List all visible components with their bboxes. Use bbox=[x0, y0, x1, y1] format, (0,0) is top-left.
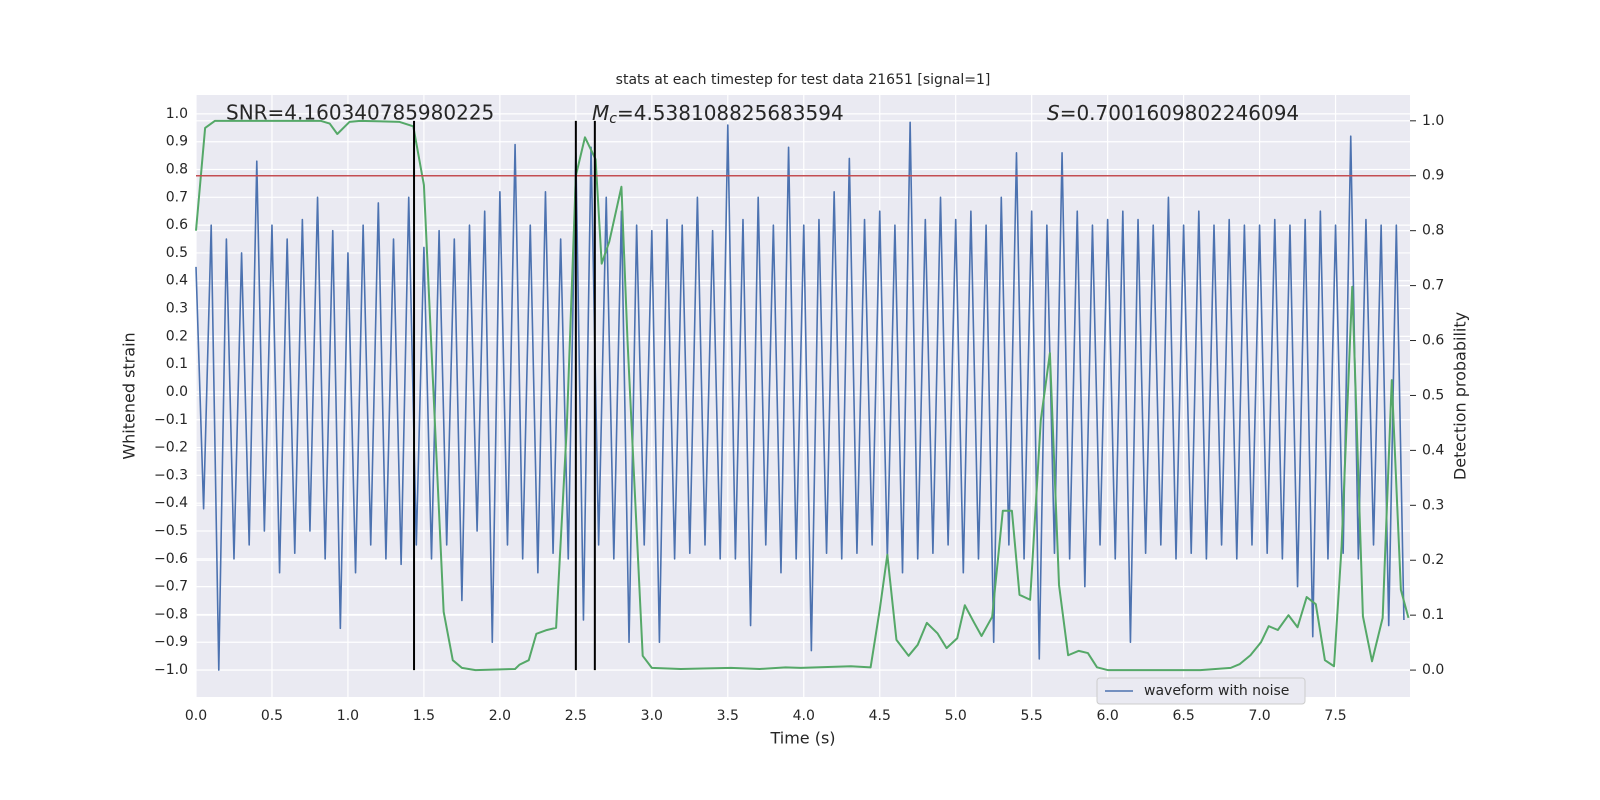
y-tick-label: 0.3 bbox=[166, 301, 188, 317]
legend-box bbox=[1096, 677, 1306, 705]
y-tick-label: −0.2 bbox=[154, 440, 188, 456]
x-tick-label: 1.0 bbox=[337, 708, 359, 724]
marks bbox=[195, 119, 1410, 672]
series-line bbox=[195, 121, 1405, 671]
y2-tick-label: 0.7 bbox=[1422, 278, 1444, 294]
y2-tick-label: 0.6 bbox=[1422, 333, 1444, 349]
annotation: S=0.7001609802246094 bbox=[1047, 101, 1299, 125]
y-tick-label: 0.9 bbox=[166, 134, 188, 150]
x-tick-label: 6.0 bbox=[1097, 708, 1119, 724]
y-tick-label: −0.7 bbox=[154, 579, 188, 595]
y-tick-label: −0.3 bbox=[154, 467, 188, 483]
x-tick-label: 6.5 bbox=[1172, 708, 1194, 724]
x-tick-label: 2.5 bbox=[565, 708, 587, 724]
y2-axis-label: Detection probability bbox=[1451, 312, 1470, 480]
y2-tick-label: 0.1 bbox=[1422, 607, 1444, 623]
y2-tick-label: 0.5 bbox=[1422, 387, 1444, 403]
y-tick-label: −0.4 bbox=[154, 495, 188, 511]
chart-title: stats at each timestep for test data 216… bbox=[616, 72, 991, 88]
y-tick-label: −0.5 bbox=[154, 523, 188, 539]
x-tick-label: 4.5 bbox=[869, 708, 891, 724]
annotation-text: =0.7001609802246094 bbox=[1060, 101, 1299, 125]
y-tick-label: −0.8 bbox=[154, 606, 188, 622]
y2-tick-label: 0.3 bbox=[1422, 497, 1444, 513]
y-tick-label: 0.2 bbox=[166, 328, 188, 344]
annotation-symbol: S bbox=[1047, 101, 1060, 125]
y-tick-label: −0.9 bbox=[154, 634, 188, 650]
x-tick-label: 7.5 bbox=[1324, 708, 1346, 724]
annotation-symbol: M bbox=[592, 101, 609, 125]
annotation-text: =4.538108825683594 bbox=[617, 101, 844, 125]
x-tick-label: 0.5 bbox=[261, 708, 283, 724]
annotation: Mc=4.538108825683594 bbox=[592, 101, 844, 128]
x-tick-label: 1.5 bbox=[413, 708, 435, 724]
x-tick-label: 3.5 bbox=[717, 708, 739, 724]
x-tick-label: 2.0 bbox=[489, 708, 511, 724]
y-tick-label: 0.7 bbox=[166, 189, 188, 205]
y-tick-label: −0.1 bbox=[154, 412, 188, 428]
y2-tick-label: 0.0 bbox=[1422, 662, 1444, 678]
y-tick-label: 0.1 bbox=[166, 356, 188, 372]
y-tick-label: −1.0 bbox=[154, 662, 188, 678]
legend-label: waveform with noise bbox=[1144, 683, 1289, 699]
grid bbox=[195, 95, 1410, 697]
y-tick-label: 0.8 bbox=[166, 162, 188, 178]
annotation: SNR=4.160340785980225 bbox=[226, 101, 494, 125]
y2-tick-label: 0.4 bbox=[1422, 442, 1444, 458]
y2-tick-label: 1.0 bbox=[1422, 113, 1444, 129]
y-tick-label: −0.6 bbox=[154, 551, 188, 567]
y-tick-label: 0.6 bbox=[166, 217, 188, 233]
y-tick-label: 1.0 bbox=[166, 106, 188, 122]
legend: waveform with noise bbox=[1096, 677, 1306, 705]
y-tick-label: 0.0 bbox=[166, 384, 188, 400]
x-tick-label: 0.0 bbox=[185, 708, 207, 724]
x-tick-label: 4.0 bbox=[793, 708, 815, 724]
y2-tick-label: 0.2 bbox=[1422, 552, 1444, 568]
series-line bbox=[195, 119, 1410, 672]
y-tick-label: 0.5 bbox=[166, 245, 188, 261]
y2-tick-label: 0.8 bbox=[1422, 223, 1444, 239]
y2-tick-label: 0.9 bbox=[1422, 168, 1444, 184]
annotation-subscript: c bbox=[609, 111, 617, 127]
x-tick-label: 5.0 bbox=[945, 708, 967, 724]
x-tick-label: 7.0 bbox=[1248, 708, 1270, 724]
y-axis-label: Whitened strain bbox=[120, 332, 139, 459]
x-axis-label: Time (s) bbox=[769, 729, 835, 748]
y-tick-label: 0.4 bbox=[166, 273, 188, 289]
x-tick-label: 5.5 bbox=[1021, 708, 1043, 724]
x-tick-label: 3.0 bbox=[641, 708, 663, 724]
